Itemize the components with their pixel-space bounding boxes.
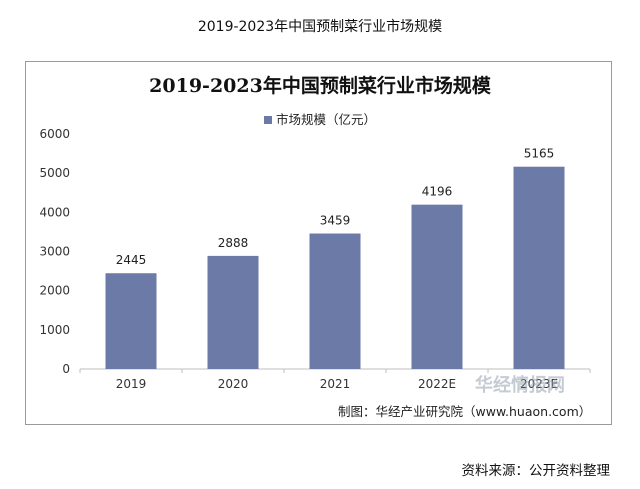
y-tick-label: 2000: [39, 284, 70, 298]
bar: [207, 255, 259, 369]
x-tick-label: 2022E: [418, 377, 456, 391]
x-tick-label: 2021: [320, 377, 351, 391]
y-tick-label: 1000: [39, 323, 70, 337]
chart-legend: 市场规模（亿元）: [0, 109, 640, 128]
x-tick-label: 2023E: [520, 377, 558, 391]
data-label: 5165: [524, 147, 555, 161]
data-label: 4196: [422, 185, 453, 199]
data-label: 3459: [320, 214, 351, 228]
source-note: 资料来源：公开资料整理: [461, 463, 611, 479]
data-label: 2445: [116, 253, 147, 267]
bar: [309, 233, 361, 369]
x-tick-label: 2019: [116, 377, 147, 391]
watermark-logo: 华经情报网: [475, 375, 565, 396]
y-tick-label: 6000: [39, 127, 70, 141]
bar: [105, 273, 157, 369]
data-label: 2888: [218, 236, 249, 250]
page-caption: 2019-2023年中国预制菜行业市场规模: [197, 19, 443, 35]
y-tick-label: 5000: [39, 166, 70, 180]
y-tick-label: 0: [62, 362, 70, 376]
maker-note: 制图：华经产业研究院（www.huaon.com）: [338, 404, 592, 419]
bar: [411, 204, 463, 369]
chart-title: 2019-2023年中国预制菜行业市场规模: [149, 75, 491, 97]
legend-label: 市场规模（亿元）: [275, 112, 376, 127]
legend-swatch: [263, 115, 272, 124]
bar: [513, 166, 565, 369]
y-tick-label: 3000: [39, 245, 70, 259]
x-tick-label: 2020: [218, 377, 249, 391]
y-tick-label: 4000: [39, 205, 70, 219]
